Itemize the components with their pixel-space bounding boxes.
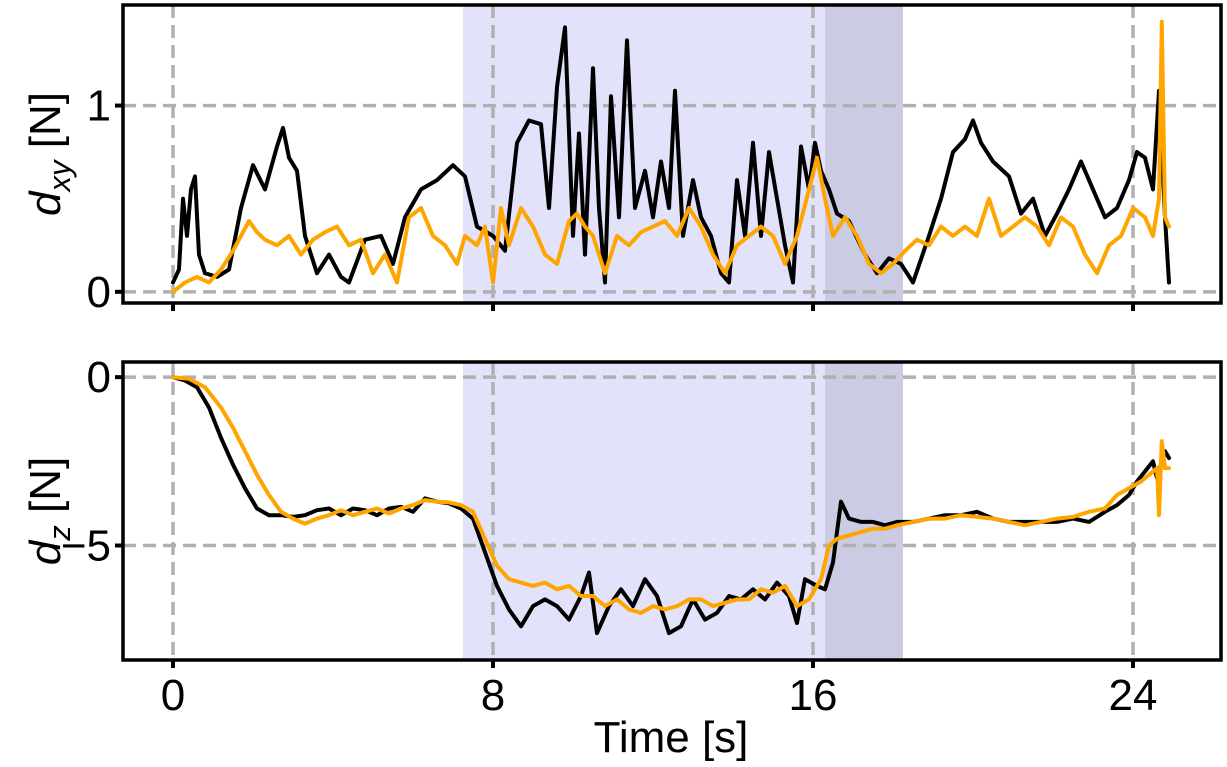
x-axis-label: Time [s] [594, 713, 749, 762]
series-line-orange [171, 375, 1171, 615]
y-label-symbol: d [21, 190, 70, 216]
y-label-symbol: d [21, 539, 70, 565]
x-tick-label: 16 [789, 671, 838, 720]
y-tick-label: 0 [87, 268, 111, 317]
y-label-unit: [N] [21, 92, 70, 160]
x-tick-label: 0 [161, 671, 185, 720]
axes-frame [121, 3, 1223, 305]
y-label-subscript: xy [42, 158, 77, 194]
panel-2: 0 8 16 24 0 −5dz [N] Time [s] [21, 353, 1223, 762]
x-tick-label: 8 [481, 671, 505, 720]
y-axis-label: dxy [N] [21, 92, 77, 216]
y-axis-label: dz [N] [21, 457, 77, 565]
shaded-region-2 [825, 362, 903, 660]
series-group [171, 375, 1171, 636]
axes-frame [121, 360, 1223, 662]
shaded-region-1 [463, 5, 825, 303]
y-label-unit: [N] [21, 457, 70, 525]
x-tick-label: 24 [1109, 671, 1158, 720]
series-line-orange [171, 19, 1171, 294]
y-tick-label: 1 [87, 82, 111, 131]
series-group [171, 19, 1171, 294]
y-tick-label: 0 [87, 353, 111, 402]
y-label-subscript: z [42, 525, 77, 542]
shaded-region-1 [463, 362, 825, 660]
series-line-black [171, 25, 1171, 285]
y-tick-label: −5 [61, 522, 111, 571]
